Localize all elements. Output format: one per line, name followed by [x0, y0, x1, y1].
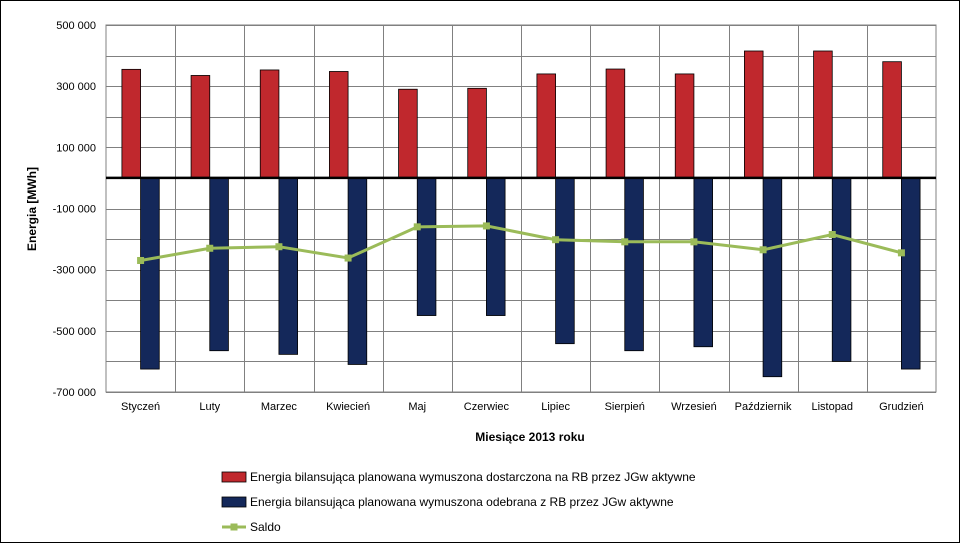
saldo-point [552, 236, 560, 244]
bar-odebrana [486, 177, 506, 316]
saldo-point [206, 244, 214, 252]
saldo-point [621, 238, 629, 246]
saldo-point [482, 222, 490, 230]
bar-dostarczona [674, 73, 695, 179]
saldo-point [275, 243, 283, 251]
bars-layer [121, 50, 921, 378]
bar-dostarczona [190, 75, 211, 179]
x-tick-label: Kwiecień [326, 401, 370, 413]
legend-label: Energia bilansująca planowana wymuszona … [250, 470, 696, 484]
bar-odebrana [624, 177, 644, 352]
saldo-point [897, 249, 905, 257]
bar-dostarczona [882, 61, 902, 179]
x-tick-label: Marzec [261, 401, 298, 413]
bar-dostarczona [329, 71, 349, 179]
legend-swatch [221, 496, 247, 508]
legend-label: Saldo [250, 520, 281, 534]
y-tick-labels: 500 000 300 000 100 000 -100 000 -300 000 -50… [53, 20, 96, 399]
bar-odebrana [762, 177, 783, 378]
legend-swatch-marker [230, 523, 238, 531]
x-tick-label: Lipiec [541, 401, 570, 413]
y-tick-label: -300 000 [53, 265, 96, 277]
legend-label: Energia bilansująca planowana wymuszona … [250, 495, 674, 509]
bar-odebrana [278, 177, 298, 355]
x-tick-labels: Styczeń Luty Marzec Kwiecień Maj Czerwiec Lipi… [121, 401, 924, 413]
saldo-point [137, 256, 145, 264]
bar-dostarczona [467, 87, 487, 179]
bar-odebrana [140, 177, 160, 370]
bar-odebrana [901, 177, 921, 370]
bar-dostarczona [536, 73, 556, 179]
bar-dostarczona [259, 69, 280, 179]
saldo-line [140, 224, 902, 262]
x-tick-label: Czerwiec [464, 401, 510, 413]
y-tick-label: 300 000 [56, 81, 96, 93]
x-tick-label: Luty [199, 401, 220, 413]
bar-dostarczona [121, 68, 141, 179]
x-tick-label: Listopad [811, 401, 853, 413]
y-tick-label: -700 000 [53, 387, 96, 399]
legend: Energia bilansująca planowana wymuszona … [221, 470, 696, 534]
legend-swatch [221, 471, 247, 483]
bar-dostarczona [605, 68, 626, 179]
bar-odebrana [555, 177, 575, 345]
bar-odebrana [831, 177, 852, 362]
bar-odebrana [416, 177, 437, 316]
bar-odebrana [693, 177, 713, 348]
y-tick-label: -100 000 [53, 204, 96, 216]
bar-dostarczona [744, 50, 764, 179]
y-axis-title: Energia [MWh] [25, 167, 39, 251]
y-tick-label: -500 000 [53, 326, 96, 338]
x-tick-label: Maj [408, 401, 426, 413]
x-tick-label: Grudzień [879, 401, 924, 413]
y-tick-label: 500 000 [56, 20, 96, 32]
bar-dostarczona [398, 88, 418, 179]
grid-layer [105, 24, 937, 393]
saldo-point [344, 254, 352, 262]
saldo-point [690, 238, 698, 246]
saldo-point [759, 246, 767, 254]
x-axis-title: Miesiące 2013 roku [475, 430, 584, 444]
y-tick-label: 100 000 [56, 142, 96, 154]
x-tick-label: Styczeń [121, 401, 160, 413]
saldo-point [828, 230, 836, 238]
saldo-line-layer [137, 222, 905, 264]
x-tick-label: Październik [735, 401, 792, 413]
bar-odebrana [347, 177, 368, 365]
bar-dostarczona [813, 50, 833, 179]
saldo-point [413, 223, 421, 231]
x-tick-label: Sierpień [605, 401, 645, 413]
x-tick-label: Wrzesień [671, 401, 717, 413]
bar-odebrana [209, 177, 229, 352]
